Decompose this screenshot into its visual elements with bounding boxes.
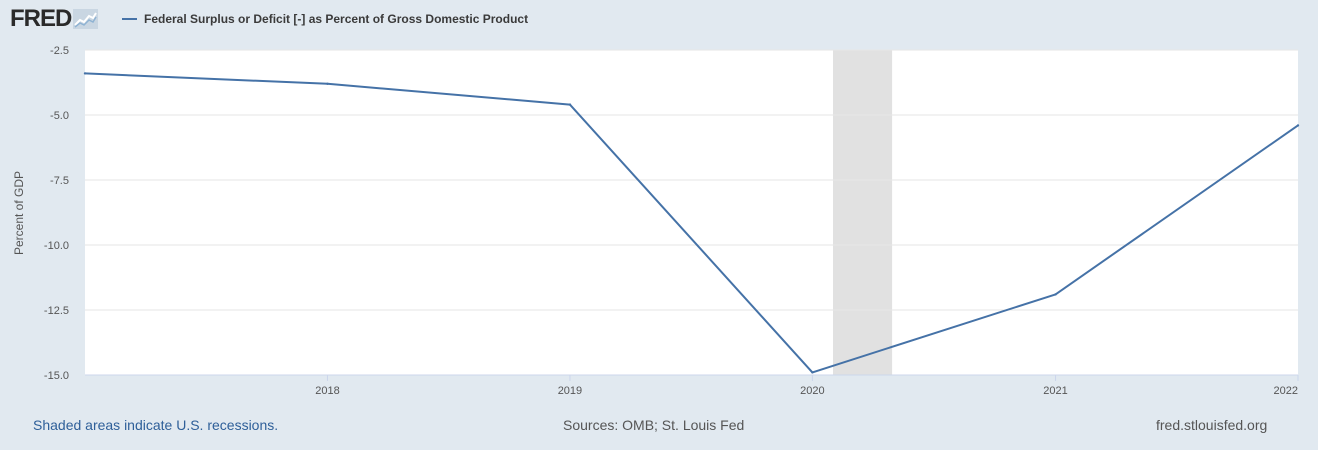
- y-tick-labels: -2.5 -5.0 -7.5 -10.0 -12.5 -15.0: [44, 45, 69, 382]
- data-point: [326, 82, 329, 86]
- y-tick-label: -5.0: [50, 110, 69, 122]
- recession-band: [832, 50, 893, 375]
- y-tick-label: -12.5: [44, 305, 69, 317]
- data-point: [1054, 293, 1057, 296]
- data-point: [83, 72, 87, 75]
- legend-swatch: [122, 18, 137, 20]
- x-tick-labels: 2018 2019 2020 2021 2022: [315, 375, 1299, 397]
- chart-legend[interactable]: Federal Surplus or Deficit [-] as Percen…: [122, 11, 528, 27]
- x-tick-label: 2021: [1043, 385, 1067, 397]
- recession-note-link[interactable]: Shaded areas indicate U.S. recessions.: [33, 417, 279, 433]
- fred-logo[interactable]: FRED: [10, 5, 99, 32]
- y-axis-label: Percent of GDP: [12, 171, 26, 255]
- fred-logo-text: FRED: [10, 5, 72, 32]
- y-tick-label: -15.0: [44, 370, 69, 382]
- x-tick-label: 2020: [800, 385, 824, 397]
- series-layer: [83, 72, 1300, 374]
- recession-layer: [832, 50, 893, 375]
- data-point: [1296, 124, 1300, 127]
- x-tick-label: 2018: [315, 385, 339, 397]
- y-tick-label: -10.0: [44, 240, 69, 252]
- data-point: [568, 103, 572, 106]
- legend-series-label: Federal Surplus or Deficit [-] as Percen…: [144, 12, 529, 26]
- plot-area: [85, 50, 1298, 375]
- data-point: [811, 371, 814, 374]
- site-link[interactable]: fred.stlouisfed.org: [1156, 417, 1268, 433]
- y-tick-label: -7.5: [50, 175, 69, 187]
- line-graph-icon: [73, 9, 99, 29]
- x-tick-label: 2019: [558, 385, 582, 397]
- sources-text: Sources: OMB; St. Louis Fed: [563, 417, 745, 433]
- chart-canvas: -2.5 -5.0 -7.5 -10.0 -12.5 -15.0 2018 2019 2020…: [12, 45, 1300, 397]
- x-tick-label: 2022: [1274, 385, 1298, 397]
- y-tick-label: -2.5: [50, 45, 69, 57]
- series-line: [84, 72, 1299, 374]
